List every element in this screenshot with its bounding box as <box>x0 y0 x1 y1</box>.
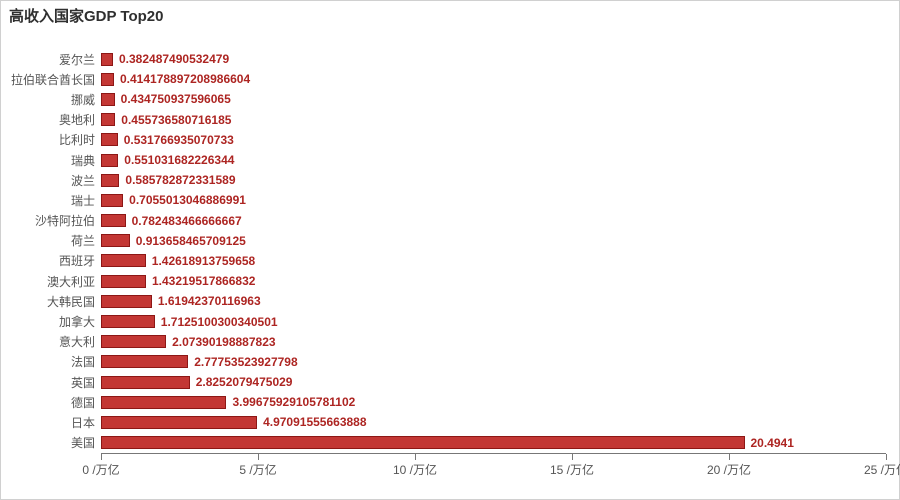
value-label: 0.414178897208986604 <box>114 72 250 86</box>
x-tick-label: 10 /万亿 <box>393 461 437 478</box>
value-label: 4.97091555663888 <box>257 415 366 429</box>
bar <box>101 396 226 409</box>
y-axis-label: 大韩民国 <box>47 293 101 310</box>
bar <box>101 295 152 308</box>
x-tick-label: 20 /万亿 <box>707 461 751 478</box>
value-label: 1.43219517866832 <box>146 274 255 288</box>
bar-row: 法国2.77753523927798 <box>101 352 886 372</box>
bar <box>101 376 190 389</box>
y-axis-label: 德国 <box>71 394 101 411</box>
bar-row: 瑞典0.551031682226344 <box>101 150 886 170</box>
bar-row: 挪威0.434750937596065 <box>101 89 886 109</box>
y-axis-label: 波兰 <box>71 172 101 189</box>
value-label: 0.382487490532479 <box>113 52 229 66</box>
y-axis-label: 日本 <box>71 414 101 431</box>
y-axis-label: 法国 <box>71 353 101 370</box>
x-tick-label: 15 /万亿 <box>550 461 594 478</box>
bar-row: 英国2.8252079475029 <box>101 372 886 392</box>
plot-area: 爱尔兰0.382487490532479拉伯联合酋长国0.41417889720… <box>101 49 886 479</box>
value-label: 0.7055013046886991 <box>123 193 246 207</box>
value-label: 0.455736580716185 <box>115 113 231 127</box>
bar-row: 沙特阿拉伯0.782483466666667 <box>101 211 886 231</box>
y-axis-label: 爱尔兰 <box>59 51 101 68</box>
bar <box>101 214 126 227</box>
bar-row: 日本4.97091555663888 <box>101 412 886 432</box>
bar-row: 大韩民国1.61942370116963 <box>101 291 886 311</box>
bar <box>101 355 188 368</box>
value-label: 0.782483466666667 <box>126 214 242 228</box>
bar-row: 比利时0.531766935070733 <box>101 130 886 150</box>
bar <box>101 436 745 449</box>
value-label: 1.7125100300340501 <box>155 315 278 329</box>
y-axis-label: 荷兰 <box>71 232 101 249</box>
y-axis-label: 挪威 <box>71 91 101 108</box>
bar <box>101 174 119 187</box>
x-tick-label: 5 /万亿 <box>239 461 276 478</box>
bar <box>101 416 257 429</box>
bar-row: 瑞士0.7055013046886991 <box>101 190 886 210</box>
bar-row: 西班牙1.42618913759658 <box>101 251 886 271</box>
value-label: 2.77753523927798 <box>188 355 297 369</box>
y-axis-label: 英国 <box>71 374 101 391</box>
bar <box>101 73 114 86</box>
bar <box>101 254 146 267</box>
value-label: 2.8252079475029 <box>190 375 293 389</box>
value-label: 0.913658465709125 <box>130 234 246 248</box>
y-axis-label: 美国 <box>71 434 101 451</box>
y-axis-label: 澳大利亚 <box>47 273 101 290</box>
bar-row: 加拿大1.7125100300340501 <box>101 311 886 331</box>
y-axis-label: 比利时 <box>59 131 101 148</box>
bar-row: 美国20.4941 <box>101 433 886 453</box>
bar-row: 澳大利亚1.43219517866832 <box>101 271 886 291</box>
bar-row: 意大利2.07390198887823 <box>101 332 886 352</box>
value-label: 0.585782872331589 <box>119 173 235 187</box>
bar <box>101 93 115 106</box>
y-axis-label: 瑞典 <box>71 152 101 169</box>
bar <box>101 275 146 288</box>
y-axis-label: 奥地利 <box>59 111 101 128</box>
bar <box>101 154 118 167</box>
bar <box>101 113 115 126</box>
x-tick-label: 0 /万亿 <box>82 461 119 478</box>
x-tick-label: 25 /万亿 <box>864 461 900 478</box>
y-axis-label: 加拿大 <box>59 313 101 330</box>
bar <box>101 315 155 328</box>
bar <box>101 335 166 348</box>
bar-row: 荷兰0.913658465709125 <box>101 231 886 251</box>
bar <box>101 133 118 146</box>
bar-row: 爱尔兰0.382487490532479 <box>101 49 886 69</box>
value-label: 0.551031682226344 <box>118 153 234 167</box>
chart-title: 高收入国家GDP Top20 <box>9 5 163 26</box>
bar <box>101 234 130 247</box>
value-label: 0.434750937596065 <box>115 92 231 106</box>
bar-row: 德国3.99675929105781102 <box>101 392 886 412</box>
bar-row: 奥地利0.455736580716185 <box>101 110 886 130</box>
bar <box>101 194 123 207</box>
y-axis-label: 瑞士 <box>71 192 101 209</box>
bars-area: 爱尔兰0.382487490532479拉伯联合酋长国0.41417889720… <box>101 49 886 453</box>
y-axis-label: 意大利 <box>59 333 101 350</box>
bar-row: 波兰0.585782872331589 <box>101 170 886 190</box>
value-label: 1.61942370116963 <box>152 294 261 308</box>
y-axis-label: 西班牙 <box>59 252 101 269</box>
chart-container: 高收入国家GDP Top20 爱尔兰0.382487490532479拉伯联合酋… <box>0 0 900 500</box>
value-label: 1.42618913759658 <box>146 254 255 268</box>
value-label: 20.4941 <box>745 436 794 450</box>
value-label: 3.99675929105781102 <box>226 395 355 409</box>
y-axis-label: 沙特阿拉伯 <box>35 212 101 229</box>
value-label: 2.07390198887823 <box>166 335 275 349</box>
x-axis: 0 /万亿5 /万亿10 /万亿15 /万亿20 /万亿25 /万亿 <box>101 453 886 479</box>
y-axis-label: 拉伯联合酋长国 <box>11 71 101 88</box>
bar <box>101 53 113 66</box>
value-label: 0.531766935070733 <box>118 133 234 147</box>
bar-row: 拉伯联合酋长国0.414178897208986604 <box>101 69 886 89</box>
